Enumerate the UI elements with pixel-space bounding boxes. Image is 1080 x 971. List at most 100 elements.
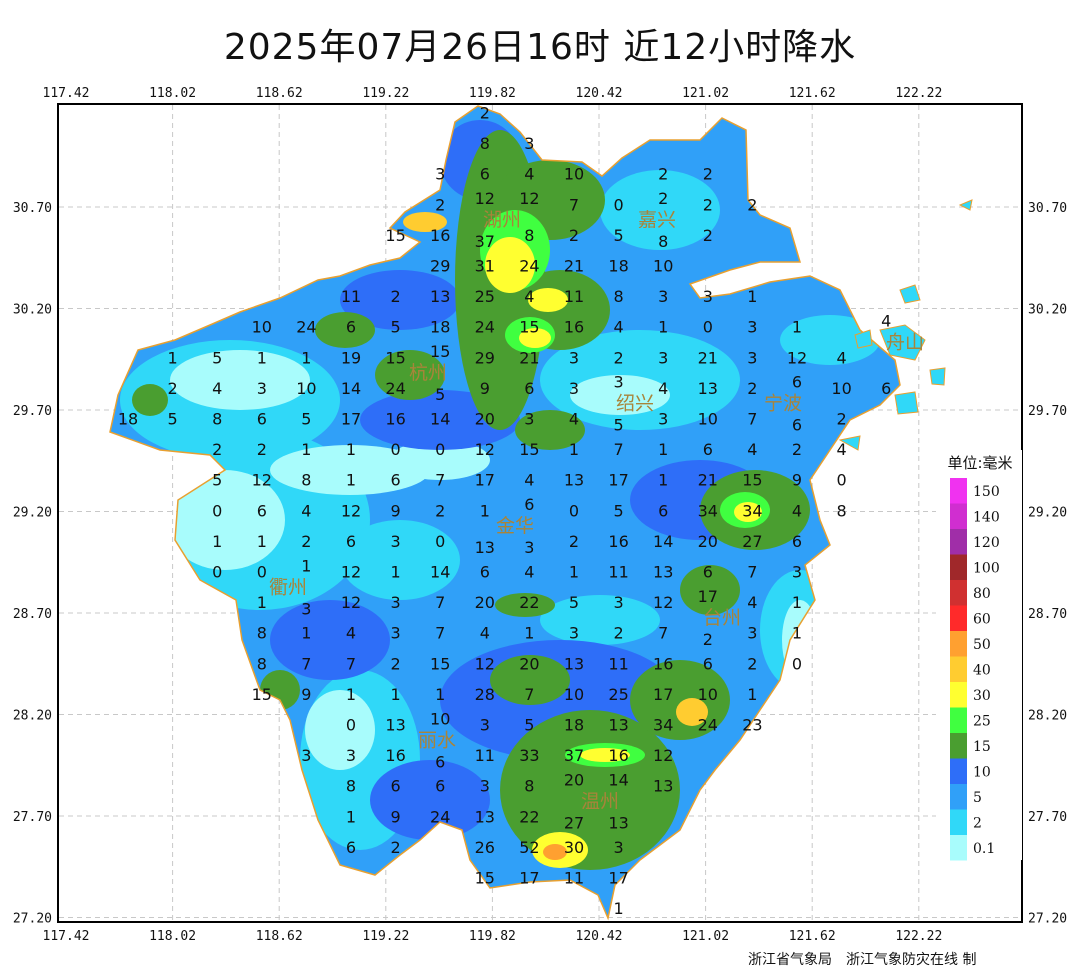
station-value: 4 bbox=[346, 624, 356, 643]
station-value: 12 bbox=[653, 593, 673, 612]
station-value: 9 bbox=[391, 807, 401, 826]
station-value: 11 bbox=[341, 287, 361, 306]
station-value: 1 bbox=[792, 624, 802, 643]
station-value: 3 bbox=[524, 410, 534, 429]
station-value: 6 bbox=[480, 165, 490, 184]
station-value: 10 bbox=[564, 165, 584, 184]
station-value: 2 bbox=[658, 165, 668, 184]
station-value: 6 bbox=[703, 654, 713, 673]
station-value: 16 bbox=[608, 532, 628, 551]
legend-swatch bbox=[950, 784, 967, 810]
station-value: 2 bbox=[837, 410, 847, 429]
station-value: 3 bbox=[257, 379, 267, 398]
lat-tick-label: 30.70 bbox=[1028, 201, 1067, 216]
station-value: 3 bbox=[569, 379, 579, 398]
station-value: 14 bbox=[608, 771, 628, 790]
station-value: 15 bbox=[475, 869, 495, 888]
station-value: 2 bbox=[614, 348, 624, 367]
station-value: 1 bbox=[346, 471, 356, 490]
station-value: 1 bbox=[792, 593, 802, 612]
station-value: 5 bbox=[391, 318, 401, 337]
station-value: 3 bbox=[524, 134, 534, 153]
station-value: 1 bbox=[257, 348, 267, 367]
station-value: 6 bbox=[346, 838, 356, 857]
station-value: 6 bbox=[257, 410, 267, 429]
station-value: 24 bbox=[430, 807, 450, 826]
station-value: 7 bbox=[435, 471, 445, 490]
station-value: 9 bbox=[391, 501, 401, 520]
station-value: 12 bbox=[475, 189, 495, 208]
credit-agency: 浙江省气象局 bbox=[748, 952, 832, 968]
station-value: 29 bbox=[430, 257, 450, 276]
lat-tick-label: 29.70 bbox=[1028, 404, 1067, 419]
station-value: 14 bbox=[341, 379, 361, 398]
station-value: 24 bbox=[385, 379, 405, 398]
station-value: 6 bbox=[792, 532, 802, 551]
station-value: 2 bbox=[168, 379, 178, 398]
station-value: 24 bbox=[475, 318, 495, 337]
station-value: 1 bbox=[301, 624, 311, 643]
lat-tick-label: 30.20 bbox=[13, 303, 52, 318]
station-value: 10 bbox=[698, 410, 718, 429]
legend-swatch bbox=[950, 835, 967, 861]
station-value: 2 bbox=[569, 226, 579, 245]
lon-tick-label: 119.82 bbox=[469, 86, 516, 101]
station-value: 18 bbox=[118, 410, 138, 429]
station-value: 15 bbox=[385, 226, 405, 245]
lat-tick-label: 27.70 bbox=[13, 810, 52, 825]
station-value: 3 bbox=[703, 287, 713, 306]
legend-label: 60 bbox=[973, 612, 991, 628]
station-value: 12 bbox=[341, 501, 361, 520]
station-value: 1 bbox=[569, 563, 579, 582]
station-value: 1 bbox=[658, 318, 668, 337]
station-value: 6 bbox=[257, 501, 267, 520]
station-value: 30 bbox=[564, 838, 584, 857]
station-value: 1 bbox=[168, 348, 178, 367]
credit-producer: 浙江气象防灾在线 制 bbox=[846, 952, 977, 968]
station-value: 12 bbox=[341, 593, 361, 612]
station-value: 7 bbox=[435, 593, 445, 612]
station-value: 3 bbox=[658, 410, 668, 429]
lat-tick-label: 28.70 bbox=[1028, 607, 1067, 622]
station-values: 28 33 6 4 10 2 22 12 12 7 0 2 2 215 16 37 8 2 5 8 229 31 24 21 1… bbox=[118, 104, 891, 919]
station-value: 17 bbox=[653, 685, 673, 704]
station-value: 3 bbox=[301, 746, 311, 765]
lat-tick-label: 29.70 bbox=[13, 404, 52, 419]
station-value: 16 bbox=[564, 318, 584, 337]
station-value: 4 bbox=[301, 501, 311, 520]
station-value: 3 bbox=[480, 716, 490, 735]
station-value: 17 bbox=[519, 869, 539, 888]
station-value: 37 bbox=[564, 746, 584, 765]
station-value: 2 bbox=[747, 654, 757, 673]
city-label: 湖州 bbox=[483, 209, 521, 231]
station-value: 7 bbox=[301, 654, 311, 673]
station-value: 17 bbox=[341, 410, 361, 429]
legend: 单位:毫米 150 140 120 100 80 60 50 40 30 25 15 10 5 2 0.1 bbox=[936, 450, 1022, 861]
station-value: 12 bbox=[787, 348, 807, 367]
legend-label: 2 bbox=[973, 816, 982, 832]
station-value: 14 bbox=[653, 532, 673, 551]
city-label: 宁波 bbox=[764, 393, 802, 415]
station-value: 22 bbox=[519, 807, 539, 826]
station-value: 4 bbox=[524, 165, 534, 184]
station-value: 0 bbox=[257, 563, 267, 582]
station-value: 6 bbox=[792, 373, 802, 392]
map-title: 2025年07月26日16时 近12小时降水 bbox=[223, 27, 857, 68]
station-value: 4 bbox=[837, 440, 847, 459]
station-value: 11 bbox=[475, 746, 495, 765]
lon-tick-label: 120.42 bbox=[576, 86, 623, 101]
station-value: 17 bbox=[475, 471, 495, 490]
station-value: 24 bbox=[519, 257, 539, 276]
station-value: 4 bbox=[524, 287, 534, 306]
station-value: 17 bbox=[608, 471, 628, 490]
station-value: 20 bbox=[698, 532, 718, 551]
station-value: 11 bbox=[564, 287, 584, 306]
lon-tick-label: 118.02 bbox=[149, 929, 196, 944]
station-value: 7 bbox=[524, 685, 534, 704]
station-value: 1 bbox=[792, 318, 802, 337]
station-value: 8 bbox=[257, 624, 267, 643]
station-value: 18 bbox=[564, 716, 584, 735]
legend-label: 30 bbox=[973, 688, 991, 704]
station-value: 2 bbox=[212, 440, 222, 459]
station-value: 5 bbox=[614, 501, 624, 520]
